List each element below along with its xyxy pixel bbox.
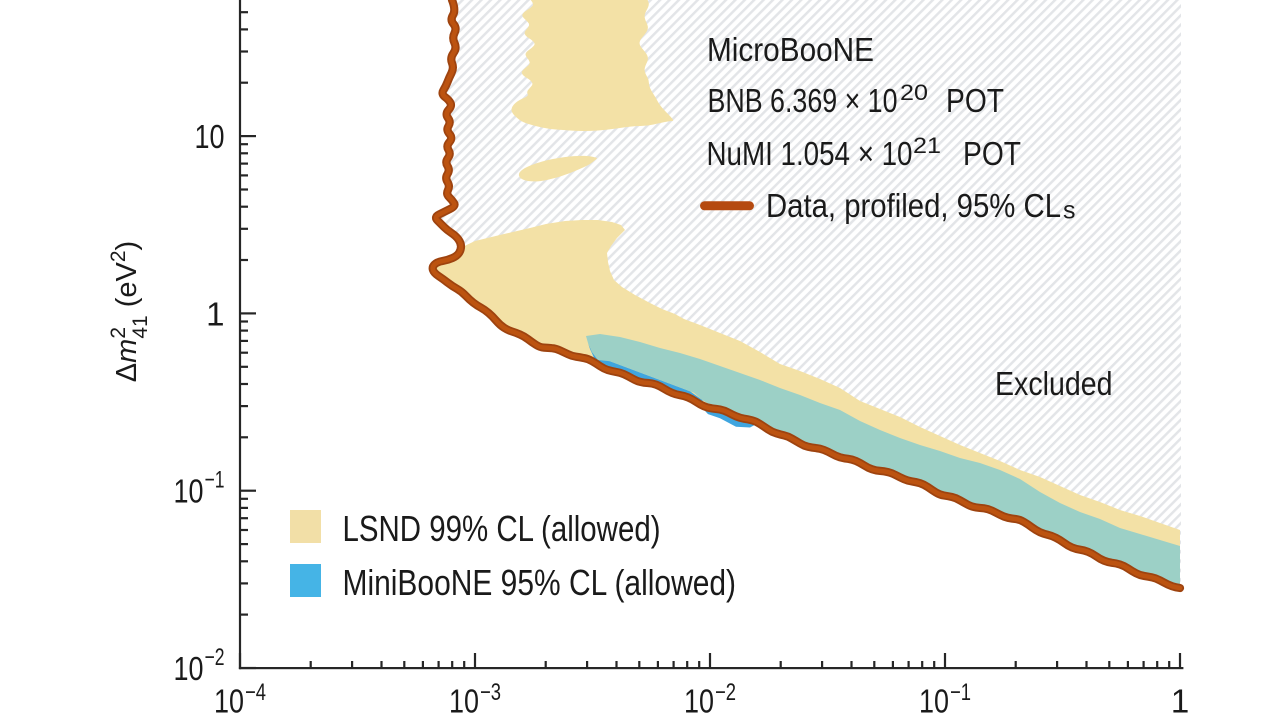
svg-text:LSND 99% CL (allowed): LSND 99% CL (allowed) (343, 508, 661, 549)
svg-text:Δm241 (eV2): Δm241 (eV2) (107, 241, 152, 382)
svg-text:10: 10 (684, 683, 714, 720)
svg-text:1: 1 (1171, 683, 1189, 720)
svg-text:10: 10 (174, 473, 204, 510)
svg-text:POT: POT (963, 135, 1021, 172)
svg-text:10: 10 (919, 683, 949, 720)
svg-text:BNB 6.369 × 10: BNB 6.369 × 10 (708, 82, 898, 119)
svg-text:10: 10 (174, 650, 204, 687)
svg-text:10: 10 (214, 683, 244, 720)
svg-text:Data, profiled, 95% CL: Data, profiled, 95% CL (766, 187, 1061, 224)
svg-text:1: 1 (206, 295, 224, 332)
svg-text:POT: POT (946, 82, 1004, 119)
svg-text:−2: −2 (715, 679, 736, 706)
svg-text:Excluded: Excluded (995, 365, 1113, 402)
svg-text:10: 10 (449, 683, 479, 720)
svg-text:−3: −3 (480, 679, 501, 706)
svg-text:MiniBooNE 95% CL (allowed): MiniBooNE 95% CL (allowed) (343, 562, 737, 603)
svg-text:MicroBooNE: MicroBooNE (707, 31, 874, 68)
svg-text:21: 21 (913, 133, 941, 158)
svg-text:20: 20 (900, 80, 928, 105)
svg-text:s: s (1063, 197, 1076, 225)
svg-text:−4: −4 (245, 679, 266, 706)
svg-text:−1: −1 (950, 679, 971, 706)
svg-text:10: 10 (195, 118, 225, 155)
svg-text:−2: −2 (205, 644, 225, 671)
svg-text:NuMI 1.054 × 10: NuMI 1.054 × 10 (707, 135, 913, 172)
svg-text:−1: −1 (205, 467, 225, 494)
